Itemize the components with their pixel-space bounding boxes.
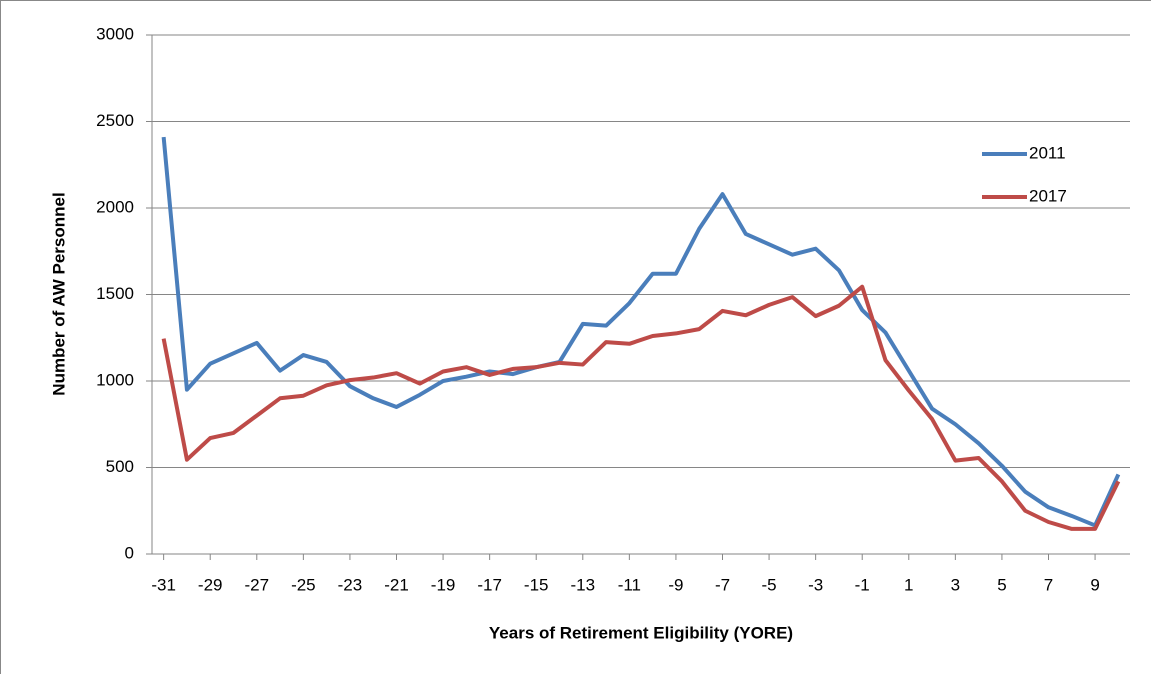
x-tick-label: -27 bbox=[244, 575, 269, 594]
x-tick-label: -15 bbox=[524, 575, 549, 594]
legend-label: 2017 bbox=[1029, 186, 1067, 205]
x-tick-label: -7 bbox=[715, 575, 730, 594]
y-tick-label: 3000 bbox=[96, 24, 134, 43]
x-tick-label: -1 bbox=[855, 575, 870, 594]
x-tick-label: -13 bbox=[570, 575, 595, 594]
x-tick-label: -23 bbox=[338, 575, 363, 594]
x-tick-label: -31 bbox=[151, 575, 176, 594]
y-tick-label: 0 bbox=[125, 543, 134, 562]
y-tick-label: 1500 bbox=[96, 284, 134, 303]
x-tick-label: -11 bbox=[618, 575, 641, 594]
y-tick-label: 1000 bbox=[96, 370, 134, 389]
x-tick-label: -3 bbox=[808, 575, 823, 594]
x-tick-label: -19 bbox=[431, 575, 456, 594]
y-tick-label: 2500 bbox=[96, 111, 134, 130]
x-tick-label: 3 bbox=[951, 575, 960, 594]
x-tick-label: 9 bbox=[1090, 575, 1099, 594]
x-tick-label: -9 bbox=[668, 575, 683, 594]
x-tick-label: 1 bbox=[904, 575, 913, 594]
y-tick-label: 2000 bbox=[96, 197, 134, 216]
x-tick-label: -25 bbox=[291, 575, 316, 594]
x-tick-label: -17 bbox=[477, 575, 502, 594]
y-tick-label: 500 bbox=[106, 457, 134, 476]
x-axis-title: Years of Retirement Eligibility (YORE) bbox=[489, 623, 793, 642]
x-tick-label: -29 bbox=[198, 575, 223, 594]
series-line bbox=[161, 136, 1121, 528]
legend-label: 2011 bbox=[1029, 143, 1066, 162]
x-tick-label: 5 bbox=[997, 575, 1006, 594]
x-tick-label: -5 bbox=[762, 575, 777, 594]
x-tick-label: 7 bbox=[1044, 575, 1053, 594]
y-axis-title: Number of AW Personnel bbox=[49, 192, 68, 395]
series-line bbox=[161, 284, 1121, 531]
x-tick-label: -21 bbox=[384, 575, 409, 594]
